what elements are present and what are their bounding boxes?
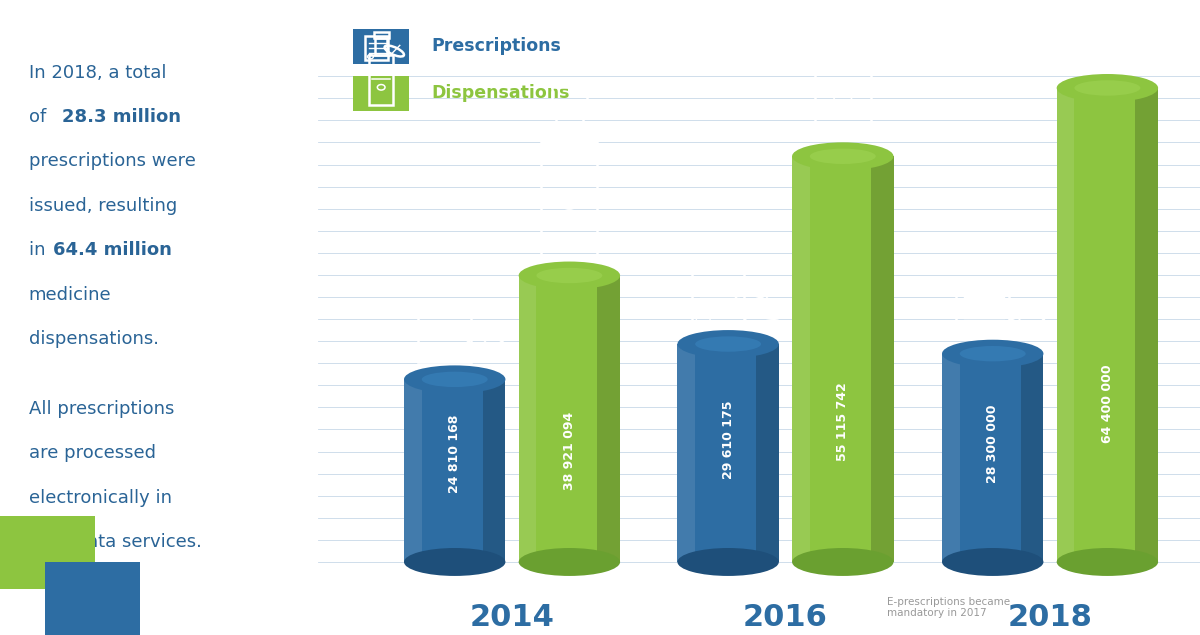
Ellipse shape (942, 340, 1044, 368)
Bar (815, 22, 871, 139)
Text: Prescriptions: Prescriptions (431, 37, 560, 55)
Ellipse shape (810, 149, 876, 164)
Bar (691, 272, 744, 327)
Ellipse shape (792, 142, 894, 170)
Text: issued, resulting: issued, resulting (29, 197, 176, 215)
Bar (376, 38, 386, 55)
Ellipse shape (792, 548, 894, 576)
Bar (1135, 88, 1158, 562)
Bar (373, 32, 389, 38)
Text: 28.3 million: 28.3 million (62, 108, 181, 126)
Text: 38 921 094: 38 921 094 (563, 412, 576, 490)
Ellipse shape (536, 268, 602, 283)
Ellipse shape (518, 262, 620, 290)
Text: E-prescriptions became
mandatory in 2017: E-prescriptions became mandatory in 2017 (887, 597, 1010, 618)
Ellipse shape (678, 548, 779, 576)
Bar (404, 379, 505, 562)
Bar (552, 87, 587, 102)
Text: 64.4 million: 64.4 million (54, 241, 173, 259)
FancyBboxPatch shape (353, 29, 409, 64)
Bar (678, 344, 695, 562)
Bar (518, 276, 536, 562)
Ellipse shape (404, 548, 505, 576)
Bar (556, 102, 583, 142)
Text: 2016: 2016 (743, 603, 828, 632)
Bar (370, 55, 394, 105)
Ellipse shape (695, 337, 761, 352)
Bar (418, 307, 470, 362)
FancyBboxPatch shape (44, 562, 140, 635)
Bar (598, 276, 620, 562)
Bar (404, 379, 421, 562)
Ellipse shape (1074, 80, 1140, 96)
Ellipse shape (518, 548, 620, 576)
Bar (541, 142, 598, 258)
Text: of: of (29, 108, 52, 126)
Text: in: in (29, 241, 50, 259)
Bar (1057, 88, 1074, 562)
Text: 2018: 2018 (1008, 603, 1092, 632)
Ellipse shape (1057, 548, 1158, 576)
Text: In 2018, a total: In 2018, a total (29, 64, 166, 81)
Bar (756, 344, 779, 562)
Text: 28 300 000: 28 300 000 (986, 404, 1000, 483)
Text: electronically in: electronically in (29, 489, 172, 507)
Bar (1080, 0, 1135, 71)
Text: 2014: 2014 (469, 603, 554, 632)
Bar (792, 156, 894, 562)
Text: All prescriptions: All prescriptions (29, 400, 174, 418)
Ellipse shape (678, 330, 779, 358)
Bar (518, 276, 620, 562)
Ellipse shape (421, 371, 487, 387)
Text: 64 400 000: 64 400 000 (1100, 365, 1114, 443)
Bar (1057, 88, 1158, 562)
Text: medicine: medicine (29, 286, 112, 304)
Bar (366, 36, 388, 60)
Ellipse shape (960, 346, 1026, 361)
Bar (678, 344, 779, 562)
Bar (942, 354, 960, 562)
Bar (956, 282, 1009, 337)
Text: prescriptions were: prescriptions were (29, 152, 196, 170)
Text: 55 115 742: 55 115 742 (836, 382, 850, 460)
Bar (482, 379, 505, 562)
Bar (1021, 354, 1044, 562)
Ellipse shape (1057, 74, 1158, 102)
Bar (829, 0, 856, 22)
Text: 24 810 168: 24 810 168 (449, 414, 461, 493)
Text: the Kanta services.: the Kanta services. (29, 533, 202, 551)
FancyBboxPatch shape (0, 516, 96, 589)
Ellipse shape (942, 548, 1044, 576)
Text: dispensations.: dispensations. (29, 330, 158, 348)
Ellipse shape (404, 365, 505, 393)
Bar (942, 354, 1044, 562)
Bar (871, 156, 894, 562)
Text: 29 610 175: 29 610 175 (721, 401, 734, 479)
Text: are processed: are processed (29, 444, 156, 462)
FancyBboxPatch shape (353, 76, 409, 110)
Text: Dispensations: Dispensations (431, 84, 569, 102)
Bar (792, 156, 810, 562)
